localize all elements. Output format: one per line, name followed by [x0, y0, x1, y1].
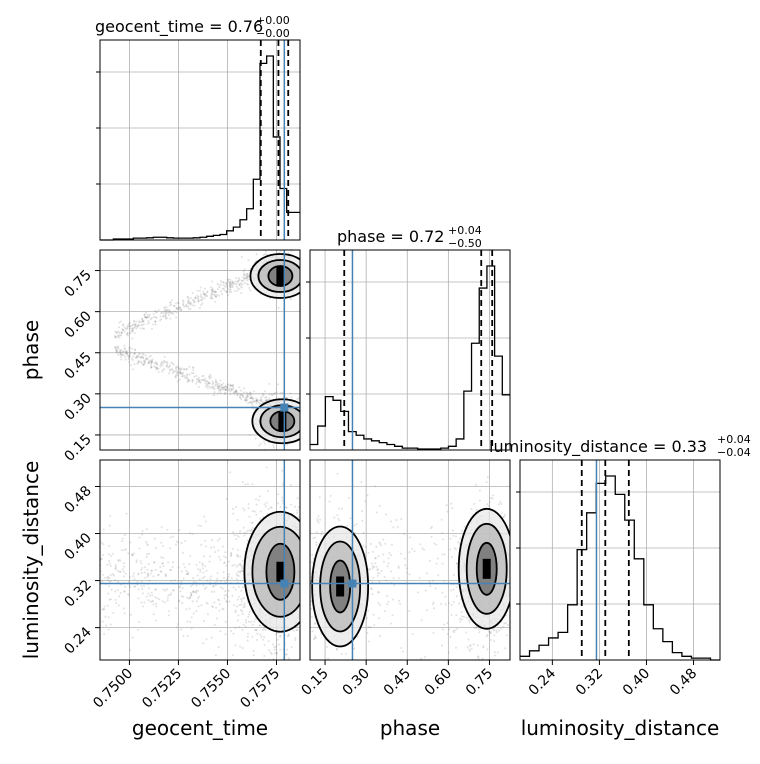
- x-tick-label: 0.45: [381, 666, 414, 699]
- x-tick-label: 0.60: [422, 666, 455, 699]
- density-peak: [482, 558, 491, 579]
- panel-titles: geocent_time = 0.76 +0.00 −0.00 phase = …: [95, 14, 751, 459]
- truth-marker: [280, 403, 289, 412]
- hist-panel-phase: [306, 249, 511, 451]
- xlabel-phase: phase: [380, 716, 440, 740]
- panel-frame: [309, 249, 511, 451]
- hist-panel-geocent_time: [96, 39, 301, 241]
- truth-marker: [348, 579, 357, 588]
- title-luminosity-distance-sup: +0.04: [717, 433, 751, 446]
- panel-frame: [519, 459, 721, 661]
- axis-labels: geocent_time phase luminosity_distance p…: [19, 320, 719, 740]
- panel-phase-vs-luminosity_distance: [309, 459, 511, 661]
- x-tick-label: 0.75: [463, 666, 496, 699]
- title-phase-sup: +0.04: [448, 224, 482, 237]
- panel-frame: [99, 39, 301, 241]
- density-peak: [336, 576, 345, 597]
- ylabel-phase: phase: [19, 320, 43, 380]
- y-tick-label: 0.24: [61, 624, 94, 657]
- panel-content: [100, 250, 300, 450]
- panel-geocent_time-vs-luminosity_distance: [99, 459, 301, 661]
- panel-content: [310, 460, 510, 660]
- truth-marker: [280, 579, 289, 588]
- title-geocent-time-sup: +0.00: [256, 14, 290, 27]
- density-peak: [278, 411, 287, 432]
- ylabel-luminosity-distance: luminosity_distance: [19, 461, 43, 660]
- density-peak: [276, 266, 285, 287]
- panels: 0.7500 0.7525 0.7550 0.7575 0.15 0.30 0.45 0.60…: [61, 39, 721, 712]
- hist-bars: [310, 265, 510, 450]
- x-tick-label: 0.24: [526, 665, 559, 698]
- panel-frame: [99, 459, 301, 661]
- x-tick-label: 0.48: [667, 666, 700, 699]
- title-geocent-time: geocent_time = 0.76: [95, 17, 263, 37]
- hist-bars: [520, 475, 720, 661]
- y-tick-label: 0.60: [61, 308, 94, 341]
- x-tick-label: 0.7575: [237, 666, 283, 712]
- y-tick-label: 0.30: [61, 390, 94, 423]
- y-tick-label: 0.75: [61, 267, 94, 300]
- hist-bars: [100, 55, 300, 241]
- density-peak: [276, 561, 285, 582]
- panel-frame: [309, 459, 511, 661]
- xlabel-geocent-time: geocent_time: [132, 716, 268, 740]
- x-tick-label: 0.7500: [90, 666, 136, 712]
- y-tick-label: 0.15: [61, 431, 94, 464]
- x-tick-label: 0.30: [340, 666, 373, 699]
- title-luminosity-distance: luminosity_distance = 0.33: [489, 437, 707, 457]
- x-tick-label: 0.15: [299, 666, 332, 699]
- panel-geocent_time-vs-phase: [99, 249, 301, 451]
- title-phase: phase = 0.72: [337, 227, 444, 246]
- y-tick-label: 0.48: [61, 483, 94, 516]
- x-tick-label: 0.40: [620, 666, 653, 699]
- y-tick-label: 0.40: [61, 530, 94, 563]
- title-phase-sub: −0.50: [448, 237, 482, 250]
- hist-panel-luminosity_distance: [516, 459, 721, 661]
- title-geocent-time-sub: −0.00: [256, 27, 290, 40]
- y-tick-label: 0.32: [61, 577, 94, 610]
- xlabel-luminosity-distance: luminosity_distance: [521, 716, 720, 740]
- y-tick-label: 0.45: [61, 349, 94, 382]
- x-tick-label: 0.7525: [139, 666, 185, 712]
- x-tick-label: 0.32: [573, 666, 606, 699]
- x-tick-label: 0.7550: [188, 666, 234, 712]
- panel-content: [100, 460, 300, 660]
- title-luminosity-distance-sub: −0.04: [717, 446, 751, 459]
- panel-frame: [99, 249, 301, 451]
